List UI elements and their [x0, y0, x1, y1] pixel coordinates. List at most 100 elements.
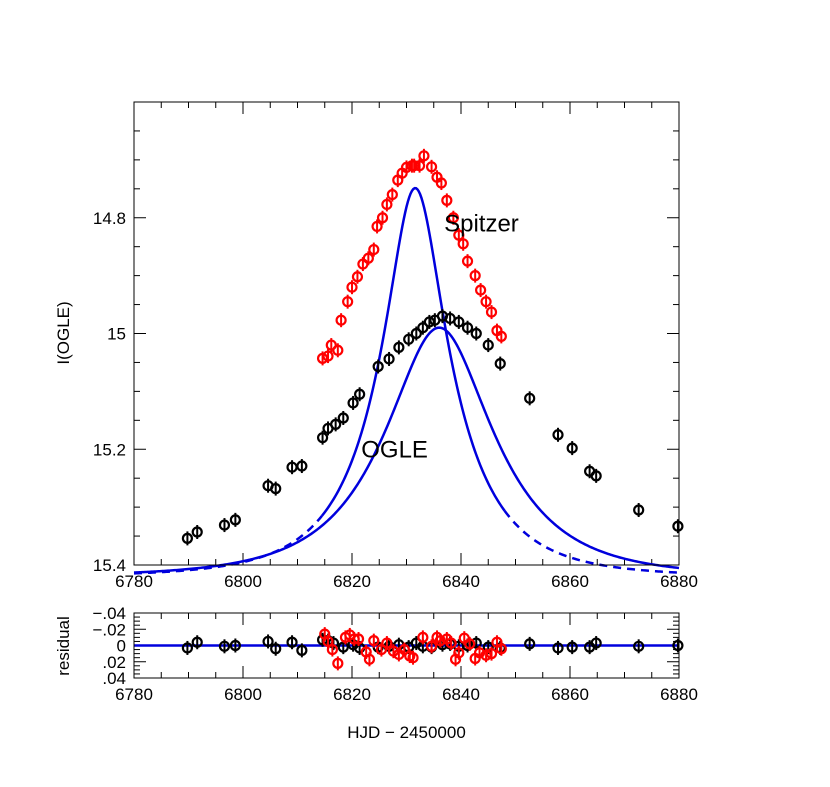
marker	[381, 637, 393, 649]
marker	[410, 327, 422, 340]
marker	[434, 635, 446, 647]
residual-point-ogle	[590, 636, 602, 651]
residual-plot-frame	[133, 612, 680, 679]
residual-y-tick-label: −.02	[92, 620, 126, 639]
data-point-spitzer	[322, 349, 334, 364]
residual-y-tick-label: −.04	[92, 604, 126, 623]
residual-point-ogle	[524, 636, 536, 651]
model-curve-spitzer-dashed-left	[133, 514, 323, 575]
residual-point-ogle	[262, 634, 274, 649]
data-point-ogle	[372, 359, 384, 374]
marker	[337, 641, 349, 653]
data-point-ogle	[470, 326, 482, 341]
residual-point-spitzer	[445, 636, 457, 651]
marker	[322, 350, 334, 362]
marker	[633, 640, 645, 652]
residual-point-ogle	[191, 635, 203, 650]
data-point-spitzer	[351, 269, 364, 284]
marker	[407, 652, 419, 664]
model-curve-spitzer	[321, 186, 506, 517]
data-point-spitzer	[435, 176, 447, 191]
marker	[316, 432, 329, 444]
residual-y-tick-label: .04	[102, 669, 126, 688]
data-point-spitzer	[441, 193, 453, 208]
data-point-ogle	[330, 417, 342, 432]
residual-point-ogle	[286, 635, 298, 650]
main-x-tick-label: 6820	[333, 572, 371, 591]
residual-point-spitzer	[332, 656, 344, 671]
marker	[453, 647, 465, 659]
marker	[296, 644, 308, 656]
data-point-spitzer	[447, 210, 459, 225]
main-y-tick-label: 15	[107, 325, 126, 344]
marker	[347, 397, 359, 409]
data-point-spitzer	[386, 187, 398, 202]
marker	[332, 344, 344, 356]
marker	[335, 314, 347, 326]
marker	[191, 636, 203, 648]
residual-point-spitzer	[381, 636, 393, 651]
data-point-spitzer	[335, 313, 347, 328]
marker	[381, 198, 393, 211]
marker	[445, 637, 457, 649]
residual-ticks: 6780 6800 6820 6840 6860 6880 −.04−.020.02.04	[92, 604, 697, 704]
data-point-ogle	[417, 320, 429, 335]
residual-point-ogle	[566, 640, 578, 655]
marker	[633, 504, 645, 516]
residual-point-spitzer	[495, 641, 507, 656]
residual-point-spitzer	[368, 633, 380, 648]
data-point-ogle	[672, 519, 684, 534]
marker	[469, 270, 481, 282]
residual-point-ogle	[633, 639, 645, 654]
marker	[383, 353, 395, 365]
marker	[270, 483, 282, 495]
main-plot-frame	[133, 101, 680, 566]
residual-point-spitzer	[425, 639, 438, 654]
marker	[494, 357, 506, 370]
marker	[270, 643, 282, 655]
residual-point-spitzer	[453, 645, 465, 660]
data-point-ogle	[191, 525, 203, 540]
marker	[418, 150, 430, 162]
x-tick-label: 6860	[551, 685, 589, 704]
data-point-ogle	[410, 326, 422, 341]
x-tick-label: 6880	[660, 685, 698, 704]
marker	[346, 281, 358, 293]
model-curve-spitzer-dashed-right	[503, 509, 680, 574]
data-point-ogle	[552, 427, 564, 442]
marker	[286, 636, 298, 648]
marker	[229, 514, 241, 526]
marker	[417, 631, 429, 643]
marker	[447, 212, 459, 224]
marker	[191, 526, 203, 538]
data-point-spitzer	[371, 219, 383, 234]
data-point-ogle	[316, 430, 329, 445]
marker	[495, 330, 507, 342]
marker	[363, 653, 376, 665]
main-x-tick-label: 6840	[442, 572, 480, 591]
main-x-tick-label: 6880	[660, 572, 698, 591]
data-point-ogle	[482, 338, 494, 353]
main-y-tick-label: 15.4	[93, 556, 126, 575]
marker	[425, 640, 438, 652]
data-point-spitzer	[495, 329, 507, 344]
residual-point-ogle	[672, 638, 684, 653]
marker	[372, 360, 384, 373]
marker	[362, 252, 374, 264]
marker	[386, 189, 398, 201]
marker	[495, 643, 507, 655]
marker	[470, 327, 482, 340]
residual-point-ogle	[470, 636, 482, 651]
data-point-ogle	[337, 410, 349, 425]
marker	[552, 429, 564, 441]
data-point-spitzer	[346, 280, 358, 295]
data-point-ogle	[347, 395, 359, 410]
residual-y-tick-label: 0	[117, 637, 126, 656]
marker	[524, 392, 536, 404]
marker	[672, 639, 684, 652]
marker	[485, 306, 498, 318]
data-point-ogle	[296, 459, 308, 474]
data-point-spitzer	[475, 283, 487, 298]
residual-point-spitzer	[434, 633, 446, 648]
marker	[354, 388, 366, 400]
